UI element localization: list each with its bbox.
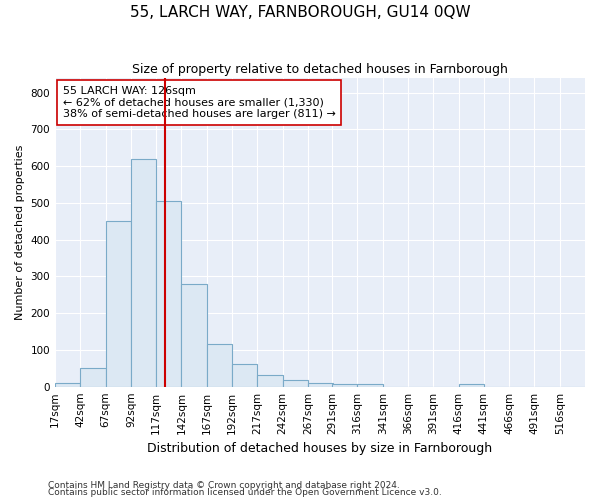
Bar [257,375,283,386]
Y-axis label: Number of detached properties: Number of detached properties [15,144,25,320]
Bar [358,384,383,386]
Bar [131,159,156,386]
Bar [232,364,257,386]
Bar [55,383,80,386]
Bar [80,368,106,386]
Bar [283,380,308,386]
Bar [207,344,232,387]
Text: Contains public sector information licensed under the Open Government Licence v3: Contains public sector information licen… [48,488,442,497]
Title: Size of property relative to detached houses in Farnborough: Size of property relative to detached ho… [132,62,508,76]
Text: 55, LARCH WAY, FARNBOROUGH, GU14 0QW: 55, LARCH WAY, FARNBOROUGH, GU14 0QW [130,5,470,20]
Bar [332,384,358,386]
Bar [156,201,181,386]
Bar [308,383,333,386]
Bar [106,222,131,386]
Text: 55 LARCH WAY: 126sqm
← 62% of detached houses are smaller (1,330)
38% of semi-de: 55 LARCH WAY: 126sqm ← 62% of detached h… [63,86,336,119]
X-axis label: Distribution of detached houses by size in Farnborough: Distribution of detached houses by size … [148,442,493,455]
Bar [181,284,207,386]
Bar [458,384,484,386]
Text: Contains HM Land Registry data © Crown copyright and database right 2024.: Contains HM Land Registry data © Crown c… [48,480,400,490]
